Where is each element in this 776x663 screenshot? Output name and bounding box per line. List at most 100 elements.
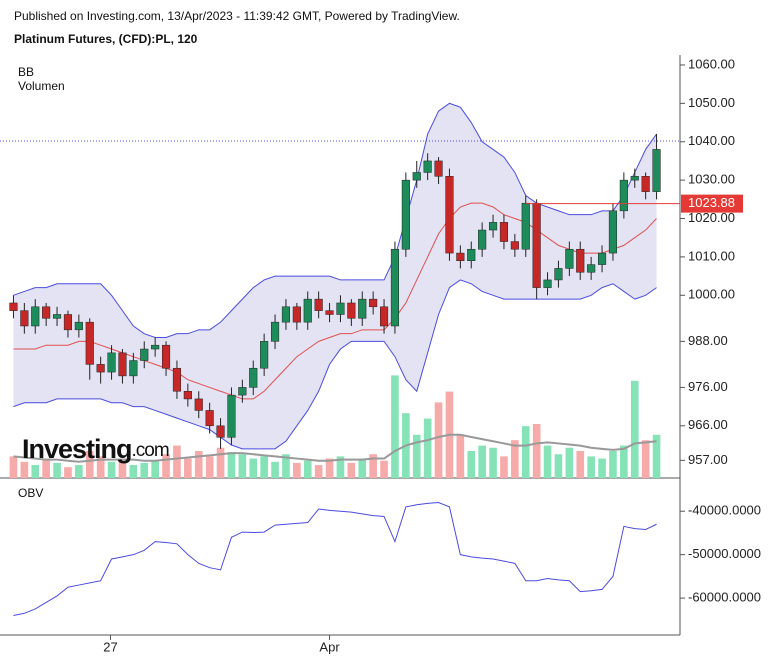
- candle-body: [52, 314, 62, 319]
- candle-body: [151, 344, 160, 350]
- volume-bar: [369, 454, 377, 478]
- volume-bar: [162, 454, 170, 478]
- volume-bar: [96, 456, 105, 478]
- volume-bar: [260, 456, 268, 478]
- candle-body: [129, 360, 138, 377]
- volume-bar: [652, 434, 661, 478]
- volume-bar: [194, 451, 203, 478]
- candle-body: [347, 302, 356, 319]
- candle-body: [31, 306, 40, 327]
- candle-body: [194, 398, 203, 411]
- volume-bar: [173, 445, 181, 478]
- volume-bar: [151, 460, 159, 478]
- candle-body: [314, 298, 323, 311]
- bb-lower: [13, 279, 657, 450]
- volume-bar: [20, 461, 29, 478]
- candle-body: [434, 160, 443, 177]
- candle-body: [597, 252, 607, 265]
- candle-body: [63, 314, 73, 331]
- legend-entry: BB: [18, 65, 34, 79]
- candle-body: [445, 176, 454, 254]
- candle-body: [565, 248, 574, 269]
- volume-bar: [216, 447, 225, 478]
- candle-body: [379, 306, 389, 327]
- volume-bar: [85, 451, 94, 478]
- candle-body: [630, 176, 639, 181]
- candle-body: [74, 321, 83, 331]
- y2-tick-label: -60000.0000: [688, 590, 761, 605]
- candle-body: [260, 341, 269, 369]
- plot: 1060.00 1050.00 1040.00 1030.00 1020.00 1010.…: [0, 56, 761, 654]
- candle-body: [369, 298, 378, 308]
- candle-body: [412, 172, 421, 181]
- y-tick-label: 957.00: [688, 452, 728, 467]
- y-tick-label: 1050.00: [688, 95, 735, 110]
- y-tick-label: 1020.00: [688, 210, 735, 225]
- volume-bar: [358, 458, 367, 478]
- candle-body: [270, 321, 280, 342]
- bb-fill: [13, 103, 657, 449]
- volume-bar: [118, 458, 127, 478]
- volume-bar: [205, 456, 214, 478]
- candle-body: [467, 248, 476, 261]
- volume-bar: [456, 434, 465, 478]
- volume-bar: [412, 434, 421, 478]
- volume-bar: [303, 460, 312, 478]
- candle-body: [325, 310, 334, 315]
- volume-bar: [227, 452, 236, 478]
- volume-bar: [423, 418, 432, 478]
- last-price-label: 1023.88: [688, 195, 735, 210]
- candle-body: [249, 367, 258, 388]
- candle-body: [336, 302, 345, 315]
- volume-bar: [511, 440, 519, 478]
- candle-body: [118, 352, 127, 377]
- obv-line: [13, 502, 657, 616]
- bb-mid: [13, 202, 657, 400]
- x-tick-label: 27: [103, 639, 117, 654]
- volume-bar: [554, 454, 563, 478]
- logo: Investing.com: [22, 434, 169, 464]
- candle-body: [390, 248, 400, 327]
- candle-body: [303, 298, 312, 323]
- volume-bar: [325, 458, 334, 478]
- candle-body: [576, 248, 585, 273]
- volume-bar: [129, 465, 138, 478]
- candle-body: [216, 425, 225, 438]
- volume-bar: [641, 440, 650, 478]
- y2-tick-label: -50000.0000: [688, 546, 761, 561]
- candle-body: [423, 160, 432, 173]
- volume-bar: [521, 426, 530, 478]
- candle-body: [183, 391, 192, 400]
- candle-body: [292, 306, 301, 323]
- volume-bar: [9, 456, 18, 478]
- volume-bar: [532, 424, 541, 478]
- volume-bar: [489, 447, 497, 478]
- candle-body: [554, 268, 563, 281]
- volume-bar: [336, 456, 345, 478]
- candle-body: [140, 348, 149, 361]
- candle-body: [42, 306, 51, 319]
- y-tick-label: 976.00: [688, 379, 728, 394]
- candle-body: [521, 202, 530, 250]
- candle-body: [281, 306, 291, 323]
- candle-body: [456, 252, 465, 261]
- candle-body: [161, 344, 171, 369]
- volume-bar: [391, 375, 399, 478]
- volume-bar: [282, 454, 290, 478]
- candle-body: [85, 321, 94, 365]
- y-tick-label: 1000.00: [688, 287, 735, 302]
- volume-bar: [347, 462, 356, 478]
- candle-body: [499, 222, 509, 242]
- volume-bar: [587, 456, 595, 478]
- volume-bar: [478, 445, 486, 478]
- volume-bar: [598, 458, 606, 478]
- y2-tick-label: -40000.0000: [688, 503, 761, 518]
- candle-body: [9, 302, 18, 311]
- candle-body: [358, 298, 367, 319]
- y-tick-label: 1010.00: [688, 248, 735, 263]
- candle-body: [488, 222, 498, 231]
- candle-body: [510, 241, 519, 250]
- candle-body: [205, 410, 214, 427]
- candle-body: [608, 210, 618, 254]
